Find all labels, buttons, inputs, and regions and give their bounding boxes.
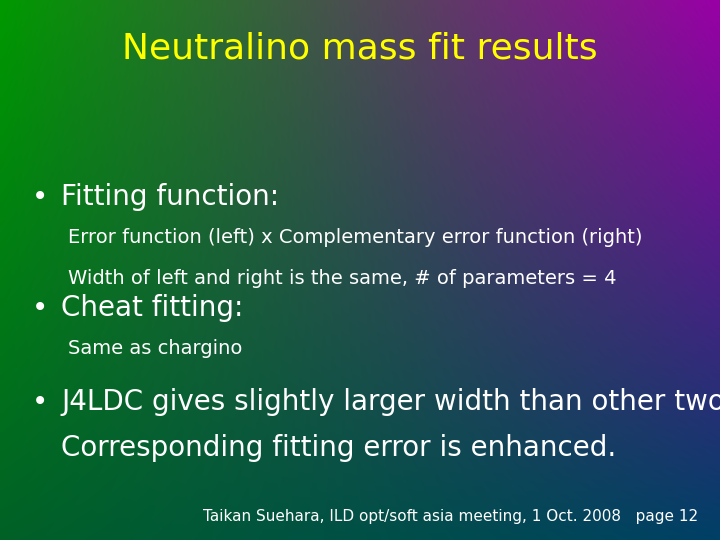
Text: •: • (32, 388, 48, 416)
Text: Same as chargino: Same as chargino (68, 339, 243, 358)
Text: Cheat fitting:: Cheat fitting: (61, 294, 243, 322)
Text: •: • (32, 294, 48, 322)
Text: Corresponding fitting error is enhanced.: Corresponding fitting error is enhanced. (61, 434, 616, 462)
Text: •: • (32, 183, 48, 211)
Text: Fitting function:: Fitting function: (61, 183, 279, 211)
Text: Error function (left) x Complementary error function (right): Error function (left) x Complementary er… (68, 228, 643, 247)
Text: Neutralino mass fit results: Neutralino mass fit results (122, 32, 598, 65)
Text: J4LDC gives slightly larger width than other two.: J4LDC gives slightly larger width than o… (61, 388, 720, 416)
Text: Width of left and right is the same, # of parameters = 4: Width of left and right is the same, # o… (68, 268, 617, 288)
Text: Taikan Suehara, ILD opt/soft asia meeting, 1 Oct. 2008   page 12: Taikan Suehara, ILD opt/soft asia meetin… (203, 509, 698, 524)
